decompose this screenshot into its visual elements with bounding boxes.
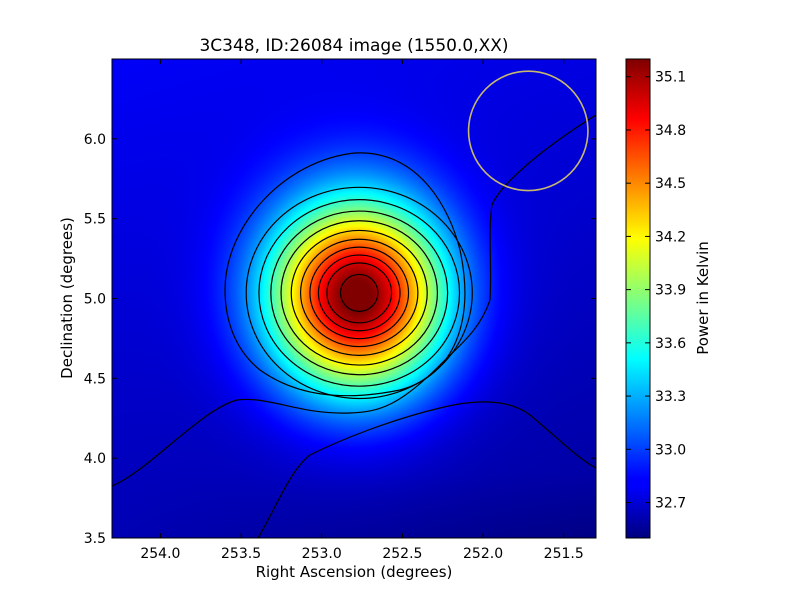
x-tick-label: 252.0	[463, 546, 503, 562]
colorbar-ticks: 32.7 33.0 33.3 33.6 33.9 34.2 34.5 34.8 35.1	[626, 70, 686, 512]
chart-title: 3C348, ID:26084 image (1550.0,XX)	[199, 36, 508, 56]
beam-circle	[467, 70, 589, 192]
x-axis-label: Right Ascension (degrees)	[256, 563, 453, 581]
contour-ring	[290, 229, 428, 356]
colorbar-tick-label: 33.3	[655, 389, 686, 405]
contour-ring	[258, 199, 461, 387]
contour-ring	[280, 220, 439, 366]
contour-outer-top	[112, 114, 596, 487]
heatmap	[112, 59, 596, 538]
x-tick-label: 251.5	[544, 546, 584, 562]
contour-rings	[245, 186, 473, 400]
contour-ring	[245, 186, 473, 400]
x-axis: 254.0 253.5 253.0 252.5 252.0 251.5	[140, 59, 584, 562]
heatmap-image	[112, 59, 596, 538]
contour-ring	[326, 262, 393, 324]
colorbar-tick-label: 33.0	[655, 442, 686, 458]
contour-lines	[112, 114, 596, 538]
colorbar-tick-label: 34.2	[655, 229, 686, 245]
contour-ring	[309, 246, 410, 340]
colorbar-tick-label: 35.1	[655, 70, 686, 86]
contour-ring	[317, 254, 401, 332]
colorbar-label: Power in Kelvin	[694, 241, 712, 355]
y-tick-label: 4.0	[84, 451, 106, 467]
contour-ring	[299, 238, 419, 348]
contour-ring	[339, 273, 379, 312]
x-tick-label: 253.0	[302, 546, 342, 562]
colorbar-tick-label: 33.9	[655, 283, 686, 299]
y-tick-label: 3.5	[84, 531, 106, 547]
colorbar-tick-label: 33.6	[655, 336, 686, 352]
y-axis: 3.5 4.0 4.5 5.0 5.5 6.0	[84, 132, 596, 547]
contour-loop	[224, 152, 466, 397]
colorbar	[625, 58, 651, 539]
x-tick-label: 252.5	[382, 546, 422, 562]
y-tick-label: 4.5	[84, 371, 106, 387]
y-axis-label: Declination (degrees)	[58, 217, 76, 379]
colorbar-tick-label: 32.7	[655, 496, 686, 512]
y-tick-label: 5.5	[84, 212, 106, 228]
x-tick-label: 254.0	[140, 546, 180, 562]
contour-lower	[257, 401, 596, 538]
colorbar-tick-label: 34.8	[655, 123, 686, 139]
y-tick-label: 5.0	[84, 292, 106, 308]
x-tick-label: 253.5	[221, 546, 261, 562]
colorbar-tick-label: 34.5	[655, 176, 686, 192]
contour-ring	[270, 210, 449, 376]
y-tick-label: 6.0	[84, 132, 106, 148]
